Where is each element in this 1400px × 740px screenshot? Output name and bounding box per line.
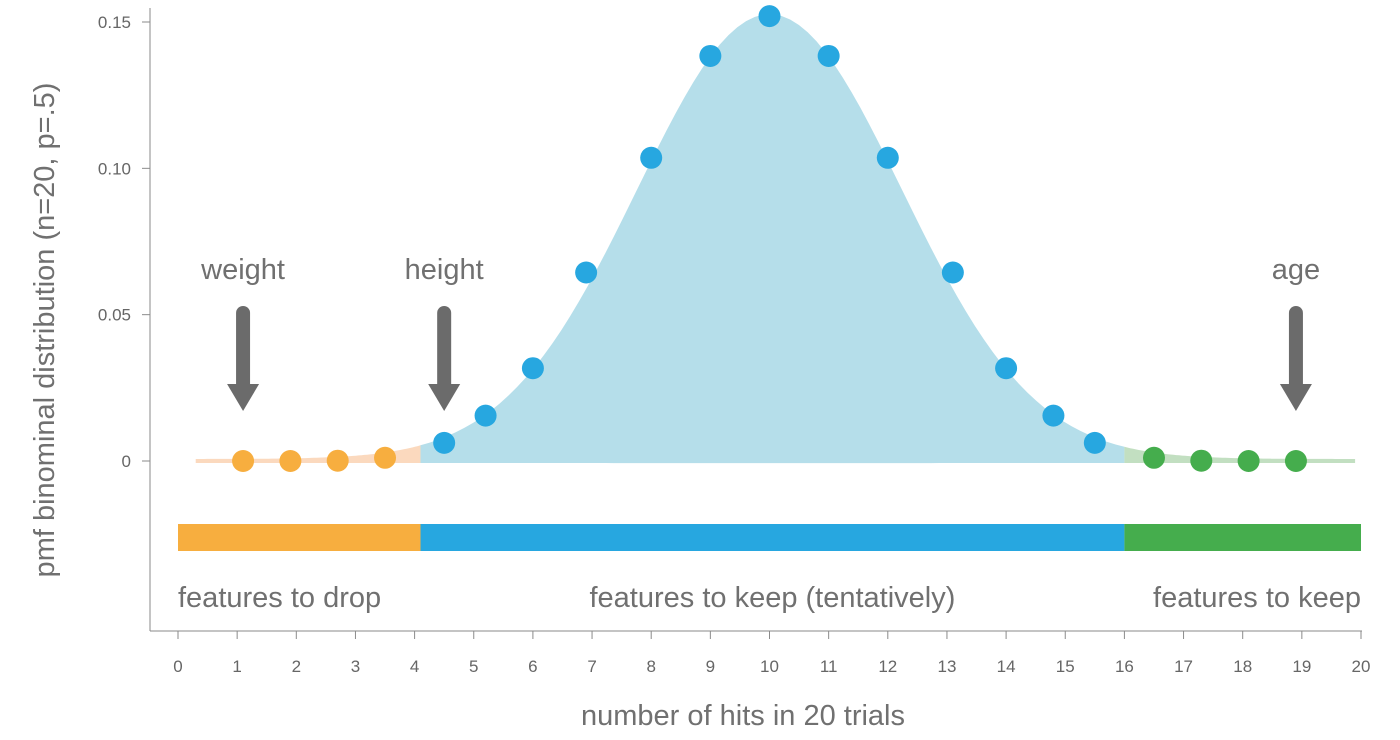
x-tick-label: 20 [1352,657,1371,676]
region-label-keep: features to keep [1153,582,1361,614]
y-tick-label: 0 [122,452,131,471]
region-label-tentative: features to keep (tentatively) [589,582,955,614]
x-tick-label: 12 [878,657,897,676]
data-point [1190,449,1213,472]
data-point [941,261,964,284]
x-tick-label: 9 [706,657,715,676]
data-point [1042,404,1065,427]
annotation-label: height [405,254,484,286]
data-point [699,44,722,67]
region-bar-tentative [420,524,1125,551]
x-tick-label: 7 [587,657,596,676]
x-tick-label: 8 [646,657,655,676]
y-tick-label: 0.15 [98,13,131,32]
x-tick-label: 19 [1292,657,1311,676]
y-tick-label: 0.05 [98,306,131,325]
data-point [326,449,349,472]
data-point [474,404,497,427]
arrow-head [227,384,260,411]
x-tick-label: 3 [351,657,360,676]
x-tick-label: 0 [173,657,182,676]
arrow-head [1279,384,1312,411]
data-point [1083,431,1106,454]
data-point [995,357,1018,380]
x-tick-label: 11 [820,657,838,676]
data-point [1284,450,1307,472]
axes [149,8,1362,632]
x-tick-label: 15 [1056,657,1075,676]
data-point [758,5,781,28]
x-tick-label: 1 [232,657,241,676]
x-tick-label: 4 [410,657,419,676]
fill-tentative [420,14,1125,464]
y-axis-title: pmf binominal distribution (n=20, p=.5) [29,83,61,578]
arrow-head [428,384,461,411]
data-point [876,146,899,169]
region-bar-keep [1124,524,1361,551]
region-label-drop: features to drop [178,582,381,614]
data-point [575,261,598,284]
data-point [232,450,255,472]
x-tick-label: 16 [1115,657,1134,676]
x-axis-title: number of hits in 20 trials [581,700,905,732]
tick-labels: 0 1 2 3 4 5 6 7 8 9 10 11 12 13 14 15 16 17 18 19 2000.050.1… [98,13,1371,676]
distribution-fill [195,14,1356,464]
x-tick-label: 5 [469,657,478,676]
data-point [279,450,302,472]
x-tick-label: 17 [1174,657,1193,676]
data-point [521,357,544,380]
fill-drop [195,445,421,463]
data-point [1142,446,1165,469]
data-point [1237,450,1260,472]
region-bars: features to drop features to keep (tentat… [178,524,1361,614]
y-tick-label: 0.10 [98,159,131,178]
annotation-arrows: weight height age [200,254,1320,411]
x-tick-label: 18 [1233,657,1252,676]
data-point [374,446,397,469]
x-tick-label: 14 [997,657,1016,676]
annotation-label: weight [200,254,285,286]
data-point [640,146,663,169]
data-points [232,5,1307,472]
data-point [433,431,456,454]
x-tick-label: 13 [937,657,956,676]
x-tick-label: 6 [528,657,537,676]
x-tick-label: 10 [760,657,779,676]
x-tick-label: 2 [292,657,301,676]
data-point [817,44,840,67]
region-bar-drop [178,524,421,551]
annotation-label: age [1272,254,1320,286]
